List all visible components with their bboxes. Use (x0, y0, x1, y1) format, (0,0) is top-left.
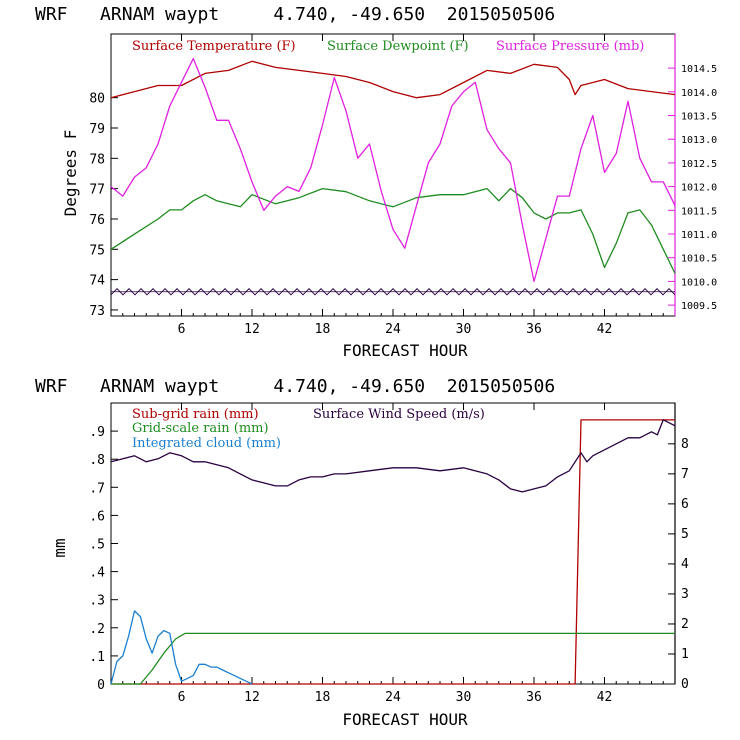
bottom-xtick-label: 36 (526, 690, 542, 705)
bottom-y2tick-label: 6 (681, 497, 689, 512)
bottom-xtick-label: 12 (244, 690, 260, 705)
top-xtick-label: 42 (597, 322, 613, 337)
top-ytick-label: 80 (89, 92, 105, 107)
bottom-xtick-label: 18 (315, 690, 331, 705)
bottom-chart-xlabel: FORECAST HOUR (342, 710, 468, 729)
legend-grid-scale-rain: Grid-scale rain (mm) (132, 421, 269, 436)
bottom-xtick-label: 30 (456, 690, 472, 705)
bottom-ytick-label: .4 (89, 566, 105, 581)
top-y2tick-label: 1009.5 (681, 301, 717, 312)
bottom-y2tick-label: 3 (681, 587, 689, 602)
bottom-ytick-label: .7 (89, 481, 105, 496)
bottom-y2tick-label: 8 (681, 437, 689, 452)
bottom-y2tick-label: 4 (681, 557, 689, 572)
top-xtick-label: 36 (526, 322, 542, 337)
bottom-ytick-label: .1 (89, 650, 105, 665)
legend-surface-wind-speed: Surface Wind Speed (m/s) (313, 407, 485, 422)
legend-surface-pressure: Surface Pressure (mb) (496, 39, 644, 54)
top-xtick-label: 6 (178, 322, 186, 337)
top-y2tick-label: 1011.0 (681, 230, 717, 241)
top-xtick-label: 30 (456, 322, 472, 337)
top-ytick-label: 77 (89, 183, 105, 198)
bottom-xtick-label: 24 (385, 690, 401, 705)
bottom-series-integrated-cloud-mm (110, 610, 253, 685)
bottom-ytick-label: .9 (89, 425, 105, 440)
bottom-series-grid-scale-rain-mm (111, 632, 675, 685)
top-y2tick-label: 1012.5 (681, 159, 717, 170)
legend-integrated-cloud: Integrated cloud (mm) (132, 436, 281, 451)
top-plot-frame (110, 33, 676, 317)
top-xtick-label: 12 (244, 322, 260, 337)
bottom-series-surface-wind-speed-m-s (110, 419, 676, 493)
top-chart-ylabel: Degrees F (61, 130, 80, 217)
top-y2tick-label: 1012.0 (681, 183, 717, 194)
top-y2tick-label: 1014.0 (681, 88, 717, 99)
bottom-y2tick-label: 2 (681, 617, 689, 632)
top-series-hatch (110, 287, 676, 296)
top-ytick-label: 79 (89, 122, 105, 137)
top-chart-title: WRF ARNAM waypt 4.740, -49.650 201505050… (35, 4, 555, 25)
top-ytick-label: 73 (89, 304, 105, 319)
bottom-y2tick-label: 5 (681, 527, 689, 542)
top-xtick-label: 24 (385, 322, 401, 337)
bottom-ytick-label: .3 (89, 594, 105, 609)
bottom-ytick-label: .5 (89, 538, 105, 553)
bottom-ytick-label: .8 (89, 453, 105, 468)
top-y2tick-label: 1011.5 (681, 206, 717, 217)
top-y2tick-label: 1010.0 (681, 277, 717, 288)
legend-subgrid-rain: Sub-grid rain (mm) (132, 407, 259, 422)
top-ytick-label: 76 (89, 213, 105, 228)
top-y2tick-label: 1010.5 (681, 254, 717, 265)
bottom-y2tick-label: 7 (681, 467, 689, 482)
bottom-ytick-label: .2 (89, 622, 105, 637)
bottom-series-sub-grid-rain-mm (111, 419, 675, 685)
bottom-chart-ylabel: mm (50, 538, 69, 557)
top-ytick-label: 75 (89, 243, 105, 258)
bottom-ytick-label: .6 (89, 509, 105, 524)
top-series-surface-dewpoint-f (110, 187, 676, 274)
top-series-surface-temperature-f (110, 60, 676, 99)
bottom-ytick-label: 0 (97, 678, 105, 693)
top-ytick-label: 74 (89, 274, 105, 289)
legend-surface-temperature: Surface Temperature (F) (132, 39, 296, 54)
bottom-y2tick-label: 0 (681, 677, 689, 692)
bottom-xtick-label: 42 (597, 690, 613, 705)
top-y2tick-label: 1014.5 (681, 64, 717, 75)
top-ytick-label: 78 (89, 152, 105, 167)
top-chart-xlabel: FORECAST HOUR (342, 341, 468, 360)
top-y2tick-label: 1013.5 (681, 112, 717, 123)
top-y2tick-label: 1013.0 (681, 135, 717, 146)
bottom-xtick-label: 6 (178, 690, 186, 705)
bottom-chart-title: WRF ARNAM waypt 4.740, -49.650 201505050… (35, 376, 555, 397)
bottom-y2tick-label: 1 (681, 647, 689, 662)
top-series-surface-pressure-mb (110, 57, 676, 283)
legend-surface-dewpoint: Surface Dewpoint (F) (327, 39, 469, 54)
top-xtick-label: 18 (315, 322, 331, 337)
